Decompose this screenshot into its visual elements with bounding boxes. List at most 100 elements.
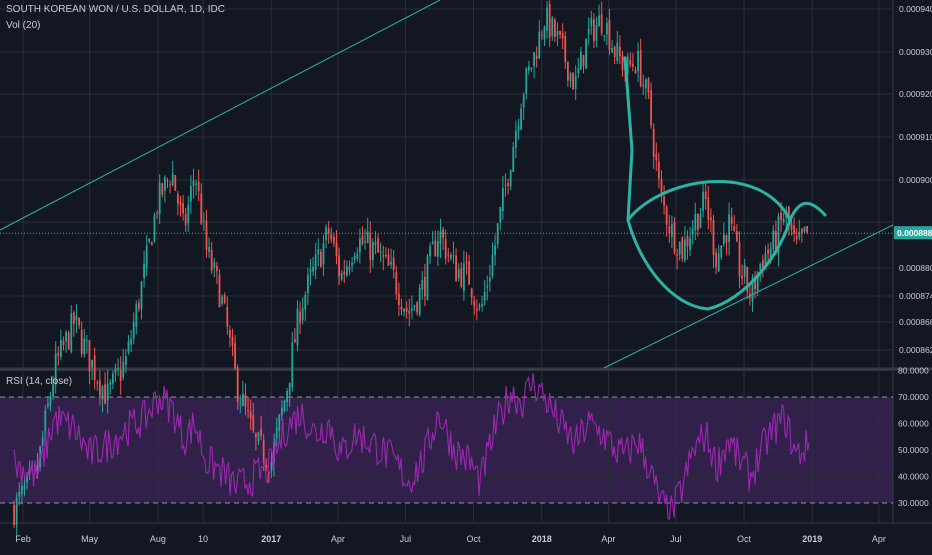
candle-body [270, 461, 273, 471]
candle-body [371, 241, 374, 260]
candle-body [806, 225, 808, 233]
upper-trendline[interactable] [0, 0, 441, 231]
candle-body [712, 220, 715, 255]
candle-body [241, 393, 244, 406]
candle-body [109, 382, 112, 385]
candle-body [798, 231, 801, 238]
candle-body [330, 234, 333, 240]
candle-body [574, 75, 577, 89]
volume-legend: Vol (20) [6, 20, 41, 31]
candle-body [124, 356, 127, 366]
candle-body [559, 30, 561, 35]
candle-body [213, 262, 216, 268]
drawn-lens-shape[interactable] [626, 179, 792, 311]
candle-body [470, 288, 473, 299]
candle-body [91, 359, 93, 368]
candle-body [660, 178, 663, 194]
candle-body [353, 255, 356, 260]
candle-body [257, 432, 260, 442]
candle-body [637, 50, 639, 72]
candle-body [26, 473, 28, 483]
candle-body [566, 61, 569, 81]
price-axis-label: 0.000868 [899, 317, 932, 327]
candle-body [236, 367, 239, 402]
candle-body [317, 249, 320, 255]
candle-body [600, 14, 603, 34]
candle-body [618, 46, 621, 57]
candle-body [592, 19, 595, 42]
candle-body [735, 230, 738, 242]
candle-body [759, 263, 762, 271]
candle-body [533, 52, 535, 67]
candle-body [215, 265, 218, 272]
candle-body [400, 306, 403, 310]
candle-body [197, 181, 200, 192]
candle-body [579, 51, 582, 70]
candle-body [364, 241, 366, 243]
candle-body [431, 241, 434, 245]
candle-body [41, 436, 44, 447]
price-axis-label: 0.000930 [899, 47, 932, 57]
candle-body [683, 239, 686, 261]
candle-body [148, 238, 151, 242]
candle-body [319, 251, 322, 268]
candle-body [252, 415, 255, 431]
time-axis-label: Jul [670, 534, 682, 544]
candle-body [72, 312, 75, 324]
rsi-axis-label: 30.0000 [898, 498, 929, 508]
candle-body [681, 237, 684, 259]
candle-body [678, 241, 681, 255]
candle-body [673, 222, 676, 253]
candle-body [343, 271, 346, 275]
last-price-badge [894, 226, 932, 240]
candle-body [189, 186, 192, 202]
candle-body [512, 146, 515, 173]
time-axis-label: Apr [331, 534, 345, 544]
candle-body [504, 185, 507, 187]
candle-body [626, 56, 629, 74]
candle-body [210, 249, 213, 271]
candle-body [127, 341, 130, 353]
candle-body [676, 254, 678, 257]
candle-body [665, 206, 668, 225]
drawn-drop-line[interactable] [623, 56, 634, 222]
candle-body [244, 394, 247, 407]
candle-body [111, 373, 114, 384]
candle-body [179, 201, 182, 206]
candle-body [478, 305, 481, 308]
candle-body [75, 315, 78, 321]
candle-body [223, 294, 226, 303]
time-axis-label: Feb [15, 534, 31, 544]
candle-body [444, 239, 447, 259]
time-axis-label: Apr [601, 534, 615, 544]
time-axis-label: Oct [737, 534, 752, 544]
candle-body [730, 216, 733, 224]
candle-body [221, 296, 223, 304]
drawn-continuation-curve[interactable] [788, 201, 827, 222]
time-axis-label: 10 [198, 534, 208, 544]
candle-body [361, 235, 364, 245]
candle-body [161, 183, 164, 195]
candle-body [195, 183, 197, 185]
candle-body [78, 317, 80, 326]
candle-body [577, 68, 580, 74]
candle-body [691, 228, 694, 235]
candle-body [460, 268, 463, 287]
candle-body [761, 260, 764, 270]
chart-title: SOUTH KOREAN WON / U.S. DOLLAR, 1D, IDC [6, 4, 225, 15]
candle-body [384, 255, 387, 257]
candle-body [535, 55, 538, 59]
lower-trendline[interactable] [603, 224, 894, 369]
candle-body [156, 213, 158, 215]
candle-body [642, 84, 645, 87]
candle-body [140, 281, 143, 310]
candle-body [122, 361, 125, 378]
candle-body [187, 204, 190, 224]
candle-body [226, 306, 229, 327]
candle-body [434, 240, 437, 256]
candle-body [83, 338, 86, 355]
candle-body [421, 279, 424, 290]
candle-body [88, 340, 91, 372]
candle-body [457, 269, 460, 279]
